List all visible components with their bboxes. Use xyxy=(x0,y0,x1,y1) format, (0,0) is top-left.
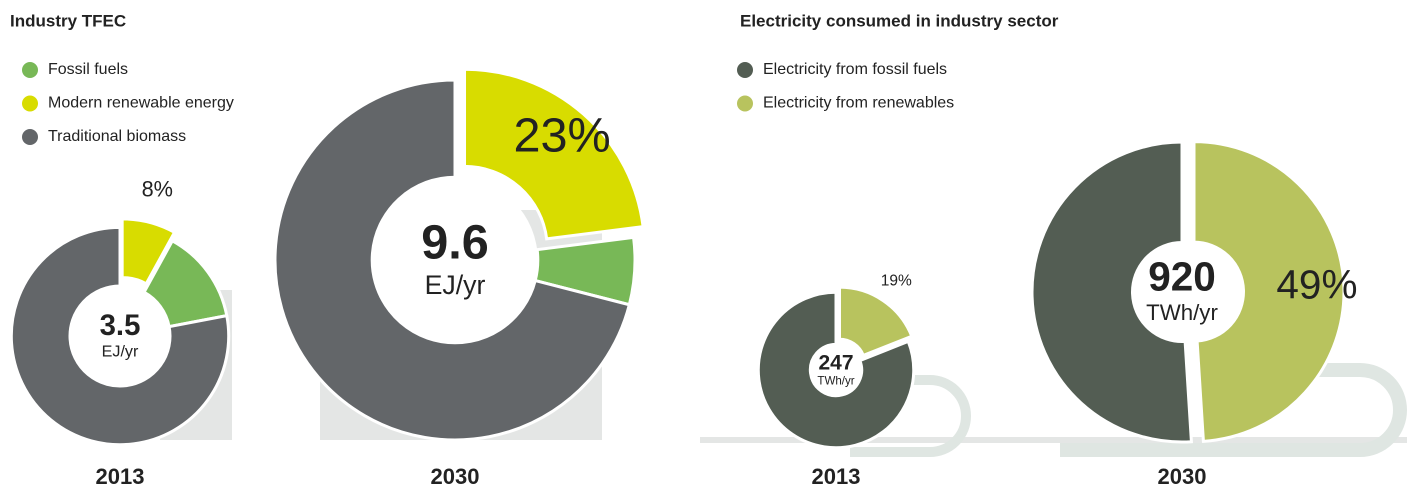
legend-label: Modern renewable energy xyxy=(48,95,234,112)
legend-marker xyxy=(22,96,38,112)
legend-marker xyxy=(737,96,753,112)
total-value: 920 xyxy=(1148,254,1216,300)
value-label: 8% xyxy=(142,176,173,201)
value-label: 23% xyxy=(513,108,610,162)
panel-title: Industry TFEC xyxy=(10,11,126,30)
value-label: 49% xyxy=(1276,261,1357,307)
legend-label: Traditional biomass xyxy=(48,128,186,145)
year-label: 2030 xyxy=(1158,464,1207,489)
total-value: 247 xyxy=(819,351,854,374)
legend-marker xyxy=(22,129,38,145)
year-label: 2013 xyxy=(96,464,145,489)
total-unit: EJ/yr xyxy=(102,342,139,360)
year-label: 2030 xyxy=(431,464,480,489)
legend-label: Electricity from renewables xyxy=(763,95,954,112)
panel-title: Electricity consumed in industry sector xyxy=(740,11,1059,30)
value-label: 19% xyxy=(881,272,912,289)
year-label: 2013 xyxy=(812,464,861,489)
total-value: 3.5 xyxy=(100,309,141,342)
legend-label: Electricity from fossil fuels xyxy=(763,61,947,78)
total-unit: EJ/yr xyxy=(425,270,486,300)
infographic: Industry TFEC Fossil fuels Modern renewabl… xyxy=(0,0,1407,494)
legend-marker xyxy=(737,62,753,78)
total-unit: TWh/yr xyxy=(817,376,854,388)
legend-label: Fossil fuels xyxy=(48,61,128,78)
legend-marker xyxy=(22,62,38,78)
total-unit: TWh/yr xyxy=(1146,300,1218,325)
total-value: 9.6 xyxy=(421,215,489,269)
